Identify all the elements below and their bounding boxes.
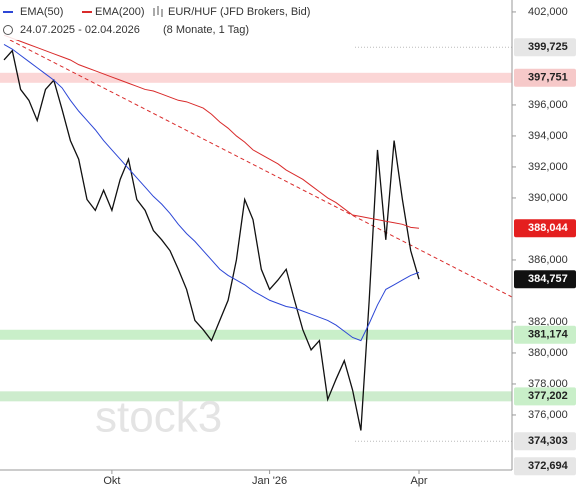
y-tick-label: 386,000 (528, 254, 568, 266)
series-line (3, 49, 420, 431)
x-tick-label: Okt (103, 475, 120, 487)
price-tag (514, 387, 576, 406)
price-tag (514, 219, 576, 238)
series-line (3, 44, 420, 342)
y-tick-label: 402,000 (528, 6, 568, 18)
x-tick-label: Apr (410, 475, 427, 487)
price-tag-label: 399,725 (528, 41, 568, 53)
clock-icon (3, 25, 13, 35)
period: (8 Monate, 1 Tag) (163, 24, 249, 36)
y-tick-label: 382,000 (528, 316, 568, 328)
date-range: 24.07.2025 - 02.04.2026 (20, 24, 140, 36)
price-tag-label: 381,174 (528, 329, 569, 341)
header-bg (0, 0, 340, 40)
series-line (3, 34, 420, 229)
axis-labels: 402,000 396,000 394,000 392,000 390,000 386,0… (103, 6, 576, 487)
trend-line (9, 39, 513, 298)
price-tag-label: 377,202 (528, 390, 568, 402)
price-tag (514, 38, 576, 57)
price-tag (514, 325, 576, 344)
price-tag (514, 457, 576, 476)
level-band (0, 72, 512, 83)
price-tag (514, 270, 576, 289)
y-tick-label: 396,000 (528, 99, 568, 111)
level-band (0, 391, 512, 402)
y-tick-label: 394,000 (528, 130, 568, 142)
price-tag (514, 432, 576, 451)
bands (0, 46, 512, 442)
price-tag-label: 388,044 (528, 222, 569, 234)
price-tag-label: 384,757 (528, 273, 568, 285)
level-band (0, 329, 512, 340)
price-tag (514, 68, 576, 87)
bar-icon (153, 6, 163, 17)
y-tick-label: 376,000 (528, 409, 568, 421)
watermark: stock3 (95, 393, 222, 442)
plot (3, 34, 420, 431)
price-tag-label: 397,751 (528, 72, 568, 84)
price-tag-label: 374,303 (528, 435, 568, 447)
legend-label: EMA(50) (20, 6, 63, 18)
y-tick-label: 392,000 (528, 161, 568, 173)
price-tag-label: 372,694 (528, 460, 569, 472)
y-tick-label: 390,000 (528, 192, 568, 204)
x-tick-label: Jan '26 (252, 475, 287, 487)
chart-title: EUR/HUF (JFD Brokers, Bid) (168, 6, 310, 18)
y-tick-label: 378,000 (528, 378, 568, 390)
y-tick-label: 380,000 (528, 347, 568, 359)
legend-label: EMA(200) (95, 6, 145, 18)
